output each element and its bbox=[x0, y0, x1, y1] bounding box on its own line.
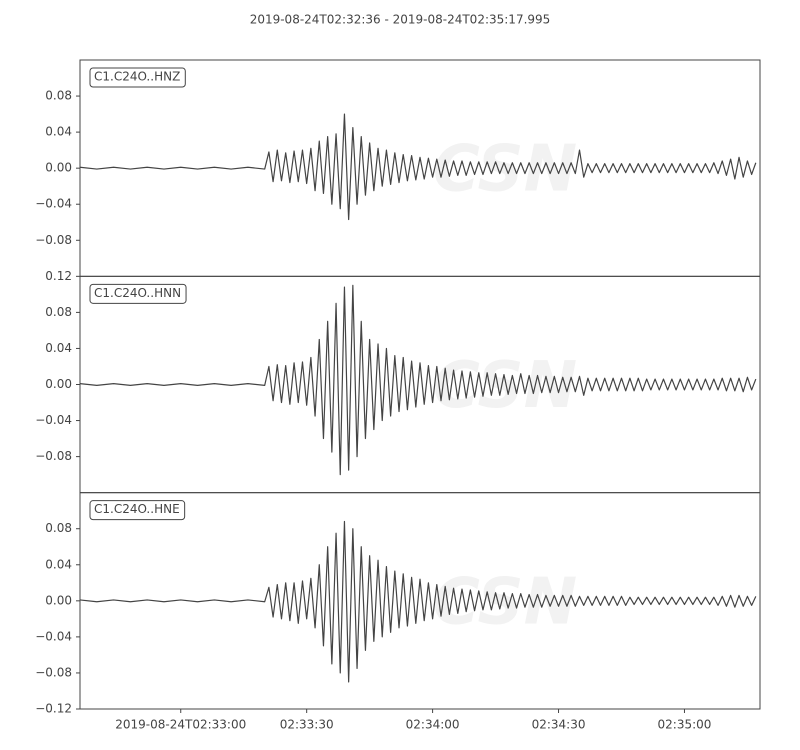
x-tick-label: 02:33:30 bbox=[280, 718, 334, 732]
y-tick-label: −0.12 bbox=[35, 702, 72, 716]
y-tick-label: 0.12 bbox=[45, 269, 72, 283]
y-tick-label: 0.08 bbox=[45, 305, 72, 319]
y-tick-label: 0.08 bbox=[45, 521, 72, 535]
panel-frame bbox=[79, 492, 761, 710]
chart-title: 2019-08-24T02:32:36 - 2019-08-24T02:35:1… bbox=[250, 13, 551, 27]
y-tick-label: 0.04 bbox=[45, 341, 72, 355]
legend-box bbox=[89, 67, 186, 88]
legend-box bbox=[89, 283, 187, 304]
y-tick-label: −0.04 bbox=[35, 413, 72, 427]
y-tick-label: −0.08 bbox=[35, 233, 72, 247]
legend-label: C1.C24O..HNE bbox=[94, 502, 180, 516]
y-tick-label: 0.00 bbox=[45, 161, 72, 175]
y-tick-label: −0.08 bbox=[35, 449, 72, 463]
watermark: CSN bbox=[433, 349, 577, 423]
x-tick-label: 02:34:00 bbox=[406, 718, 460, 732]
y-tick-label: 0.04 bbox=[45, 557, 72, 571]
y-tick-label: 0.00 bbox=[45, 377, 72, 391]
y-tick-label: −0.08 bbox=[35, 665, 72, 679]
trace bbox=[79, 520, 757, 683]
legend-box bbox=[89, 500, 186, 521]
panel-frame bbox=[79, 275, 761, 494]
y-tick-label: 0.04 bbox=[45, 125, 72, 139]
y-tick-label: −0.04 bbox=[35, 629, 72, 643]
watermark: CSN bbox=[433, 565, 577, 639]
legend-label: C1.C24O..HNN bbox=[94, 286, 181, 300]
x-tick-label: 02:34:30 bbox=[532, 718, 586, 732]
panel-frame bbox=[79, 59, 761, 277]
watermark: CSN bbox=[433, 133, 577, 207]
y-tick-label: −0.04 bbox=[35, 197, 72, 211]
y-tick-label: 0.08 bbox=[45, 89, 72, 103]
trace bbox=[79, 284, 757, 476]
legend-label: C1.C24O..HNZ bbox=[94, 70, 180, 84]
y-tick-label: 0.00 bbox=[45, 593, 72, 607]
x-tick-label: 02:35:00 bbox=[658, 718, 712, 732]
trace bbox=[79, 113, 757, 221]
x-tick-label: 2019-08-24T02:33:00 bbox=[115, 718, 246, 732]
